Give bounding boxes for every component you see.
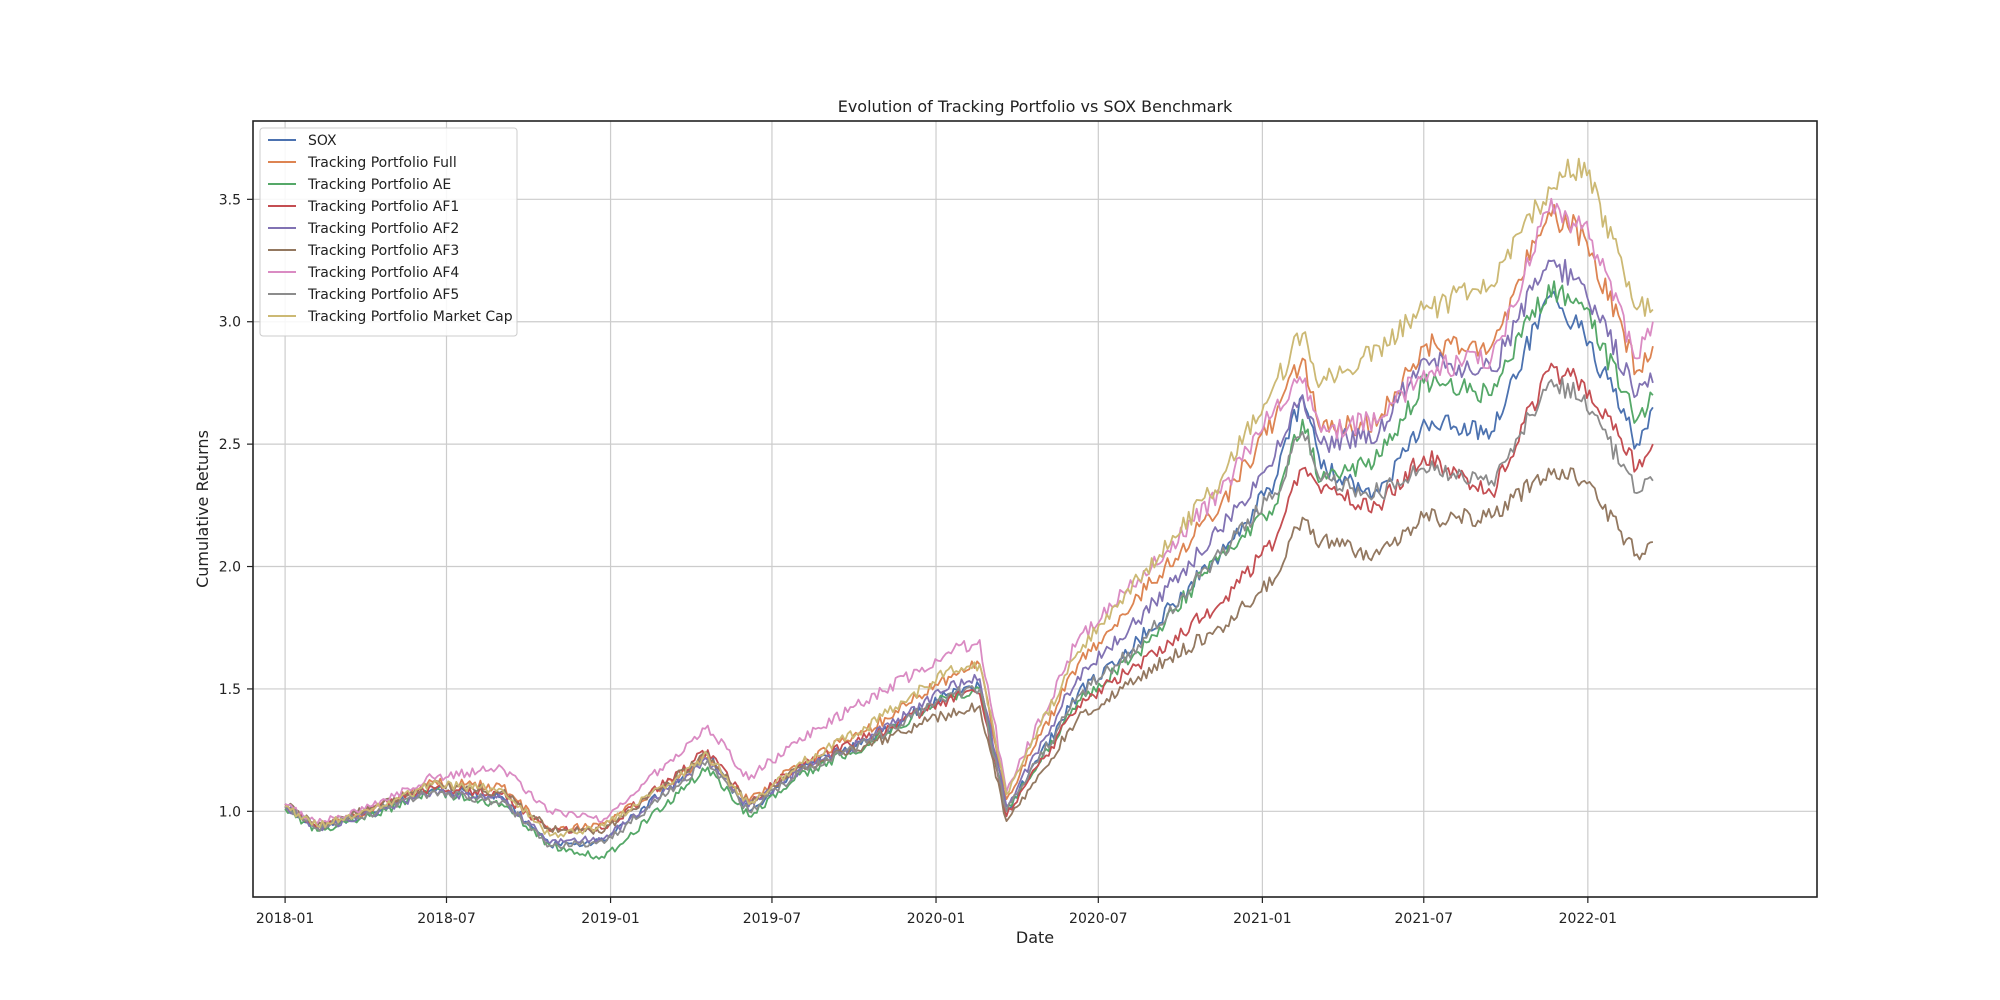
legend-entry-label: Tracking Portfolio Full [307,155,457,171]
legend-entry-label: SOX [308,133,337,149]
x-tick-label: 2019-07 [743,911,802,927]
series-line [284,197,1654,825]
series-line [284,290,1654,849]
series-line [284,467,1654,835]
y-tick-label: 2.5 [219,437,241,453]
x-tick-label: 2018-01 [256,911,315,927]
x-tick-label: 2018-07 [417,911,476,927]
series-line [284,377,1654,850]
series-lines [284,157,1654,860]
legend-entry-label: Tracking Portfolio Market Cap [307,309,513,325]
legend-entry-label: Tracking Portfolio AF3 [307,243,459,259]
x-axis-title: Date [1016,928,1054,947]
x-tick-label: 2020-01 [907,911,966,927]
chart-title: Evolution of Tracking Portfolio vs SOX B… [838,97,1233,116]
series-line [285,157,1654,839]
legend-entry-label: Tracking Portfolio AF2 [307,221,459,237]
legend: SOX Tracking Portfolio Full Tracking Portf… [259,127,518,337]
legend-entry-label: Tracking Portfolio AE [307,177,451,193]
y-tick-label: 1.5 [219,682,241,698]
plot-frame [252,120,1818,898]
y-tick-label: 3.5 [219,192,241,208]
x-tick-label: 2021-01 [1233,911,1292,927]
x-tick-label: 2020-07 [1069,911,1128,927]
x-tick-label: 2021-07 [1395,911,1454,927]
y-tick-label: 2.0 [219,560,241,576]
legend-entry-label: Tracking Portfolio AF4 [307,265,459,281]
legend-entry-label: Tracking Portfolio AF5 [307,287,459,303]
x-tick-label: 2019-01 [581,911,640,927]
y-tick-label: 3.0 [219,315,241,331]
axis-ticks: 2018-01 2018-07 2019-01 2019-07 2020-01 2020-… [219,192,1617,927]
x-tick-label: 2022-01 [1559,911,1618,927]
y-tick-label: 1.0 [219,804,241,820]
y-axis-title: Cumulative Returns [193,430,212,588]
legend-entry-label: Tracking Portfolio AF1 [307,199,459,215]
series-line [284,362,1654,834]
legend-box [259,127,518,337]
